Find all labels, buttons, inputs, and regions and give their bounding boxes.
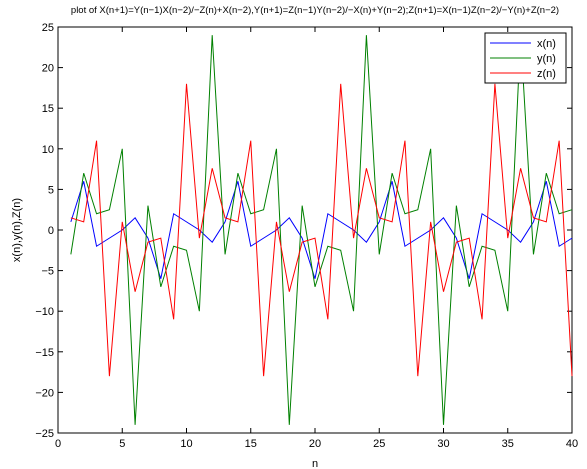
- x-tick-label: 30: [437, 438, 449, 450]
- x-tick-label: 40: [566, 438, 578, 450]
- x-tick-label: 0: [55, 438, 61, 450]
- x-tick-label: 25: [373, 438, 385, 450]
- y-tick-label: 10: [42, 144, 54, 156]
- series-line-zn: [70, 83, 573, 377]
- x-tick-label: 20: [309, 438, 321, 450]
- plot-area: [57, 26, 573, 434]
- y-tick-label: 0: [48, 225, 54, 237]
- y-tick-label: 5: [48, 184, 54, 196]
- x-tick-label: 10: [180, 438, 192, 450]
- series-line-xn: [70, 181, 573, 279]
- legend: x(n) y(n) z(n): [484, 32, 567, 84]
- y-tick-label: 15: [42, 103, 54, 115]
- axis-ticks: 0 5 10 15 20 25 30 35 40 −25 −20 −15 −10 −5 0 5 10 15 20 25: [35, 22, 578, 450]
- x-tick-label: 35: [502, 438, 514, 450]
- x-tick-label: 15: [245, 438, 257, 450]
- y-tick-label: 25: [42, 22, 54, 34]
- y-tick-label: −10: [35, 306, 54, 318]
- series-layer: [70, 35, 573, 425]
- x-tick-label: 5: [119, 438, 125, 450]
- y-tick-label: −15: [35, 347, 54, 359]
- y-tick-label: −20: [35, 387, 54, 399]
- y-tick-label: 20: [42, 63, 54, 75]
- x-axis-label: n: [312, 458, 318, 469]
- series-line-yn: [70, 35, 573, 425]
- legend-label: z(n): [537, 68, 556, 80]
- chart-title: plot of X(n+1)=Y(n−1)X(n−2)/−Z(n)+X(n−2)…: [71, 5, 559, 16]
- legend-label: y(n): [537, 53, 556, 65]
- legend-label: x(n): [537, 38, 556, 50]
- y-axis-label: x(n),y(n),Z(n): [11, 198, 23, 262]
- y-tick-label: −5: [41, 266, 54, 278]
- y-tick-label: −25: [35, 428, 54, 440]
